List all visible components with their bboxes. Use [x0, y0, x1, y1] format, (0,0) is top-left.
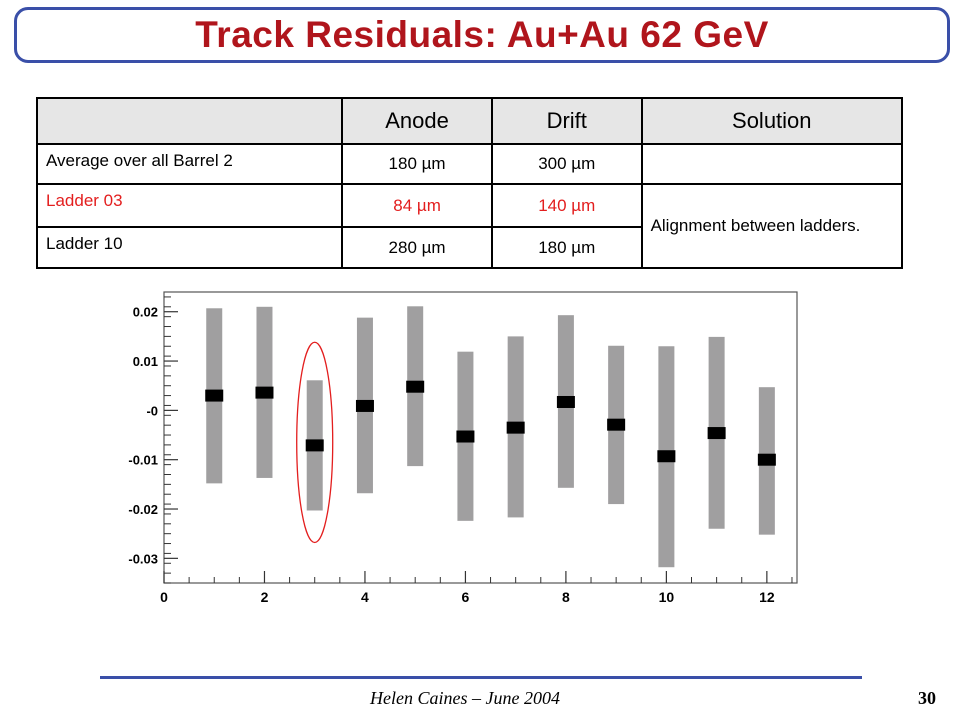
anode-value: 84 µm [341, 183, 493, 228]
title-box: Track Residuals: Au+Au 62 GeV [14, 7, 950, 63]
drift-value: 140 µm [490, 183, 643, 228]
footer-divider [100, 676, 862, 679]
row-label: Ladder 10 [35, 226, 344, 269]
page-number: 30 [918, 688, 936, 708]
x-tick-label: 0 [160, 589, 168, 605]
slide-title: Track Residuals: Au+Au 62 GeV [195, 14, 769, 55]
x-tick-label: 2 [261, 589, 269, 605]
y-tick-label: 0.01 [133, 354, 158, 369]
anode-value: 280 µm [341, 226, 493, 269]
data-marker [657, 450, 676, 463]
drift-value: 300 µm [490, 143, 643, 185]
header-blank [35, 97, 344, 145]
y-tick-label: -0.01 [128, 453, 158, 468]
table-row: Average over all Barrel 2 180 µm 300 µm [35, 143, 904, 185]
header-drift: Drift [490, 97, 643, 145]
y-tick-label: -0.03 [128, 551, 158, 566]
anode-value: 180 µm [341, 143, 493, 185]
residuals-chart: 0 2 4 6 8 10 12 0.02 0.01 -0 -0.01 -0.02 -0.03 [128, 291, 798, 605]
data-marker [355, 399, 374, 412]
table-row: Ladder 03 84 µm 140 µm Alignment between… [35, 183, 904, 269]
solution-text: Alignment between ladders. [640, 183, 904, 269]
header-anode: Anode [341, 97, 493, 145]
data-marker [255, 386, 274, 399]
data-marker [556, 395, 575, 408]
y-tick-label: -0.02 [128, 502, 158, 517]
data-marker [205, 389, 224, 402]
solution-empty [640, 143, 904, 185]
data-marker [456, 430, 475, 443]
data-marker [406, 380, 425, 393]
table-header-row: Anode Drift Solution [35, 97, 904, 145]
data-marker [305, 439, 324, 452]
x-tick-label: 12 [759, 589, 775, 605]
x-tick-label: 10 [659, 589, 675, 605]
x-tick-label: 4 [361, 589, 369, 605]
data-marker [506, 421, 525, 434]
data-marker [607, 418, 626, 431]
footer-author: Helen Caines – June 2004 [370, 688, 560, 708]
header-solution: Solution [640, 97, 904, 145]
highlight-ellipse [296, 341, 334, 544]
table-row: Ladder 10 280 µm 180 µm [35, 226, 902, 269]
x-tick-label: 6 [462, 589, 470, 605]
x-tick-label: 8 [562, 589, 570, 605]
data-marker [707, 427, 726, 440]
residuals-table: Anode Drift Solution Average over all Ba… [35, 97, 904, 269]
y-tick-label: 0.02 [133, 305, 158, 320]
drift-value: 180 µm [490, 226, 643, 269]
row-label: Average over all Barrel 2 [35, 143, 344, 185]
row-label: Ladder 03 [35, 183, 344, 228]
y-tick-label: -0 [146, 403, 158, 418]
data-marker [757, 453, 776, 466]
